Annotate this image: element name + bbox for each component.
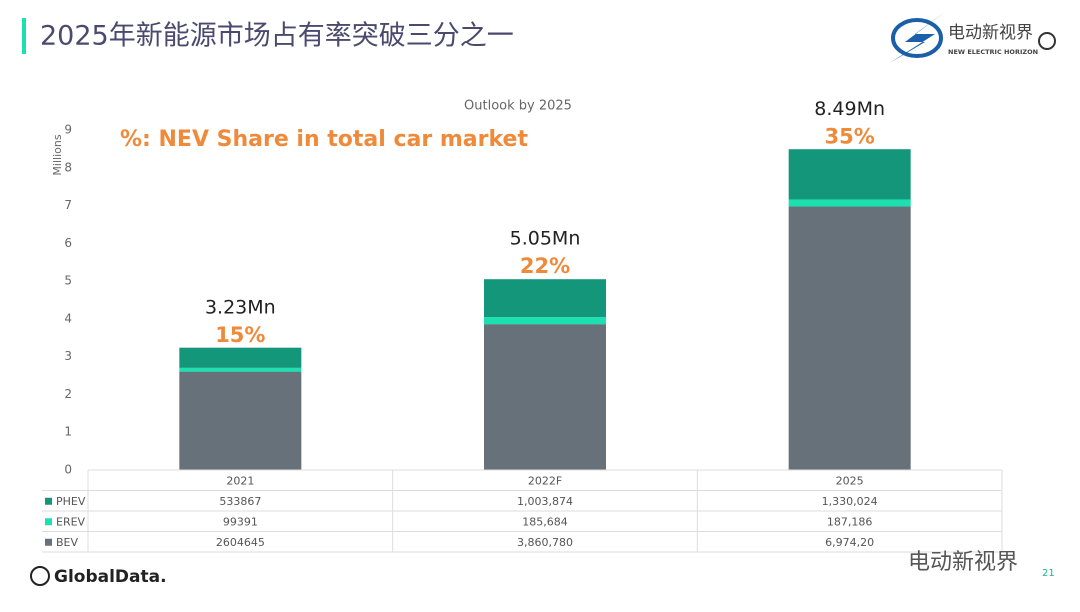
table-value: 3,860,780: [517, 536, 573, 549]
logo-icon: [1038, 32, 1056, 50]
bar-segment: [484, 317, 606, 325]
bar-segment: [788, 149, 911, 200]
share-label: 35%: [825, 124, 875, 148]
chart-subtitle: Outlook by 2025: [464, 99, 572, 114]
x-tick-label: 2021: [226, 474, 254, 487]
brand: GlobalData.: [54, 567, 167, 587]
logo-mark: [891, 18, 943, 58]
legend-swatch: [45, 538, 52, 546]
table-value: 185,684: [522, 515, 568, 528]
bar-segment: [179, 371, 302, 470]
page-number: 21: [1042, 568, 1055, 579]
bar-segment: [484, 324, 606, 470]
legend-swatch: [45, 518, 52, 526]
bar-segment: [179, 347, 302, 368]
legend-swatch: [45, 497, 52, 505]
bar-segment: [179, 367, 302, 372]
logo: 电动新视界 NEW ELECTRIC HORIZON: [888, 12, 1056, 64]
table-value: 533867: [219, 495, 261, 508]
y-tick-label: 3: [64, 349, 72, 363]
logo-tagline: NEW ELECTRIC HORIZON: [948, 48, 1038, 56]
annotation: %: NEV Share in total car market: [120, 127, 528, 152]
table-value: 187,186: [827, 515, 873, 528]
logo-bolt: [888, 12, 945, 64]
table-value: 99391: [223, 515, 258, 528]
x-tick-label: 2025: [836, 474, 864, 487]
bar-segment: [788, 206, 911, 471]
y-tick-label: 2: [64, 387, 72, 401]
legend-label: BEV: [56, 536, 78, 549]
y-axis-label: Millions: [51, 134, 64, 175]
y-tick-label: 7: [64, 198, 72, 212]
y-tick-label: 8: [64, 160, 72, 174]
y-tick-label: 1: [64, 425, 72, 439]
total-label: 8.49Mn: [814, 98, 885, 120]
y-tick-label: 0: [64, 463, 72, 477]
x-tick-label: 2022F: [528, 474, 562, 487]
table-value: 1,003,874: [517, 495, 573, 508]
total-label: 5.05Mn: [510, 228, 581, 250]
table-value: 2604645: [216, 536, 265, 549]
legend-label: EREV: [56, 515, 86, 528]
total-label: 3.23Mn: [205, 296, 276, 318]
slide-title: 2025年新能源市场占有率突破三分之一: [40, 21, 514, 52]
y-tick-label: 9: [64, 123, 72, 137]
watermark: 电动新视界: [908, 550, 1018, 575]
y-tick-label: 5: [64, 274, 72, 288]
table-value: 1,330,024: [822, 495, 878, 508]
y-tick-label: 4: [64, 311, 72, 325]
bar-segment: [484, 279, 606, 318]
title-accent: [22, 18, 26, 54]
share-label: 22%: [520, 254, 570, 278]
footer: GlobalData. 电动新视界 21: [30, 550, 1055, 587]
chart: 0 1 2 3 4 5 6 7 8 9 3.23Mn 15% 5.05Mn 22% 8.49Mn 35% 202…: [42, 98, 1003, 553]
bar-segment: [788, 199, 911, 207]
logo-name: 电动新视界: [948, 23, 1033, 43]
legend-label: PHEV: [56, 495, 86, 508]
share-label: 15%: [215, 323, 265, 347]
y-tick-label: 6: [64, 236, 72, 250]
brand-icon: [30, 566, 50, 586]
table-value: 6,974,20: [825, 536, 874, 549]
